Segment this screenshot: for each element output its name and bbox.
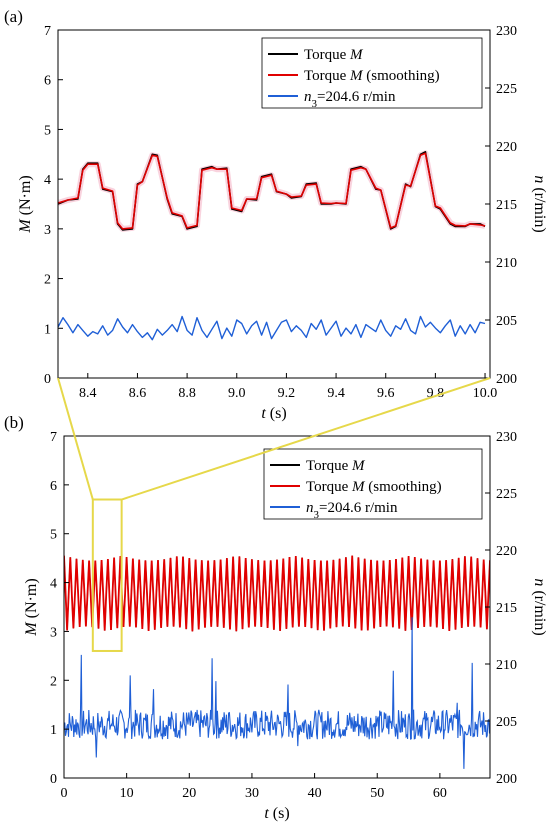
y-tick-label: 3 [50,625,57,640]
plot-frame [57,29,491,379]
x-tick-label: 9.6 [377,386,395,401]
y-tick-label: 5 [50,528,57,543]
y-tick-label: 2 [50,674,57,689]
y2-axis-label: n (r/min) [531,175,548,232]
y2-tick-label: 205 [496,314,517,329]
x-tick-label: 50 [370,786,384,801]
y-axis-label: M (N·m) [23,578,40,636]
x-tick-label: 9.0 [228,386,246,401]
panel-b: (b) 0 1 2 3 4 5 6 7 200 205 210 215 220 225 230 0 10 20 30 4… [4,413,548,822]
y2-tick-label: 225 [496,487,517,502]
y2-tick-label: 225 [496,82,517,97]
legend-entry: Torque M [304,47,364,63]
x-tick-label: 60 [433,786,447,801]
y2-tick-label: 230 [496,24,517,39]
panel-label: (a) [4,7,23,26]
plot-frame [63,435,491,779]
zoom-connector-left [57,377,94,500]
y2-tick-label: 205 [496,715,517,730]
x-tick-label: 8.8 [178,386,196,401]
y-tick-label: 0 [44,372,51,387]
y2-tick-label: 200 [496,772,517,787]
x-tick-label: 0 [61,786,68,801]
x-axis-label: t (s) [264,805,289,822]
x-tick-label: 20 [182,786,196,801]
plot-area [64,555,490,769]
y-tick-label: 6 [44,74,51,89]
legend-entry: n3=204.6 r/min [306,500,398,521]
y-tick-label: 4 [50,577,57,592]
x-tick-label: 9.2 [278,386,296,401]
y2-tick-label: 200 [496,372,517,387]
y-tick-label: 0 [50,772,57,787]
x-tick-label: 9.4 [327,386,345,401]
y2-tick-label: 220 [496,140,517,155]
x-tick-label: 30 [245,786,259,801]
y2-tick-label: 215 [496,198,517,213]
series-line-torque-smoothing [58,152,486,230]
legend-box [263,448,483,520]
x-axis-label: t (s) [261,405,286,422]
x-tick-label: 10.0 [473,386,498,401]
zoom-box [91,498,123,652]
y-tick-label: 7 [44,24,51,39]
series-line-speed [58,315,486,341]
legend-box [261,37,483,109]
torque-glow [58,150,486,232]
y2-tick-label: 215 [496,601,517,616]
y-tick-label: 6 [50,479,57,494]
y-tick-label: 3 [44,223,51,238]
y2-axis-label: n (r/min) [531,578,548,635]
y-tick-label: 4 [44,173,51,188]
y-tick-label: 7 [50,430,57,445]
panel-label: (b) [4,413,24,432]
zoom-connector-right [121,377,491,501]
y2-tick-label: 210 [496,658,517,673]
zoom-connector-lines [57,377,491,501]
x-tick-label: 10 [120,786,134,801]
y-tick-label: 5 [44,123,51,138]
x-tick-label: 8.6 [129,386,147,401]
series-line-speed [64,617,490,769]
y2-tick-label: 220 [496,544,517,559]
legend-entry: Torque M (smoothing) [306,479,442,495]
x-tick-label: 40 [308,786,322,801]
y-tick-label: 1 [44,322,51,337]
plot-area [58,150,486,341]
y2-tick-label: 210 [496,256,517,271]
y-tick-label: 1 [50,723,57,738]
y2-tick-label: 230 [496,430,517,445]
y-tick-label: 2 [44,273,51,288]
legend-entry: n3=204.6 r/min [304,89,396,110]
legend-entry: Torque M [306,458,366,474]
series-line-torque-smoothing [64,555,490,632]
panel-a: (a) 0 1 2 3 4 5 6 7 200 205 210 215 220 225 230 8.4 8.6 8.… [4,7,548,422]
legend-entry: Torque M (smoothing) [304,68,440,84]
y-axis-label: M (N·m) [17,175,34,233]
x-tick-label: 8.4 [79,386,97,401]
